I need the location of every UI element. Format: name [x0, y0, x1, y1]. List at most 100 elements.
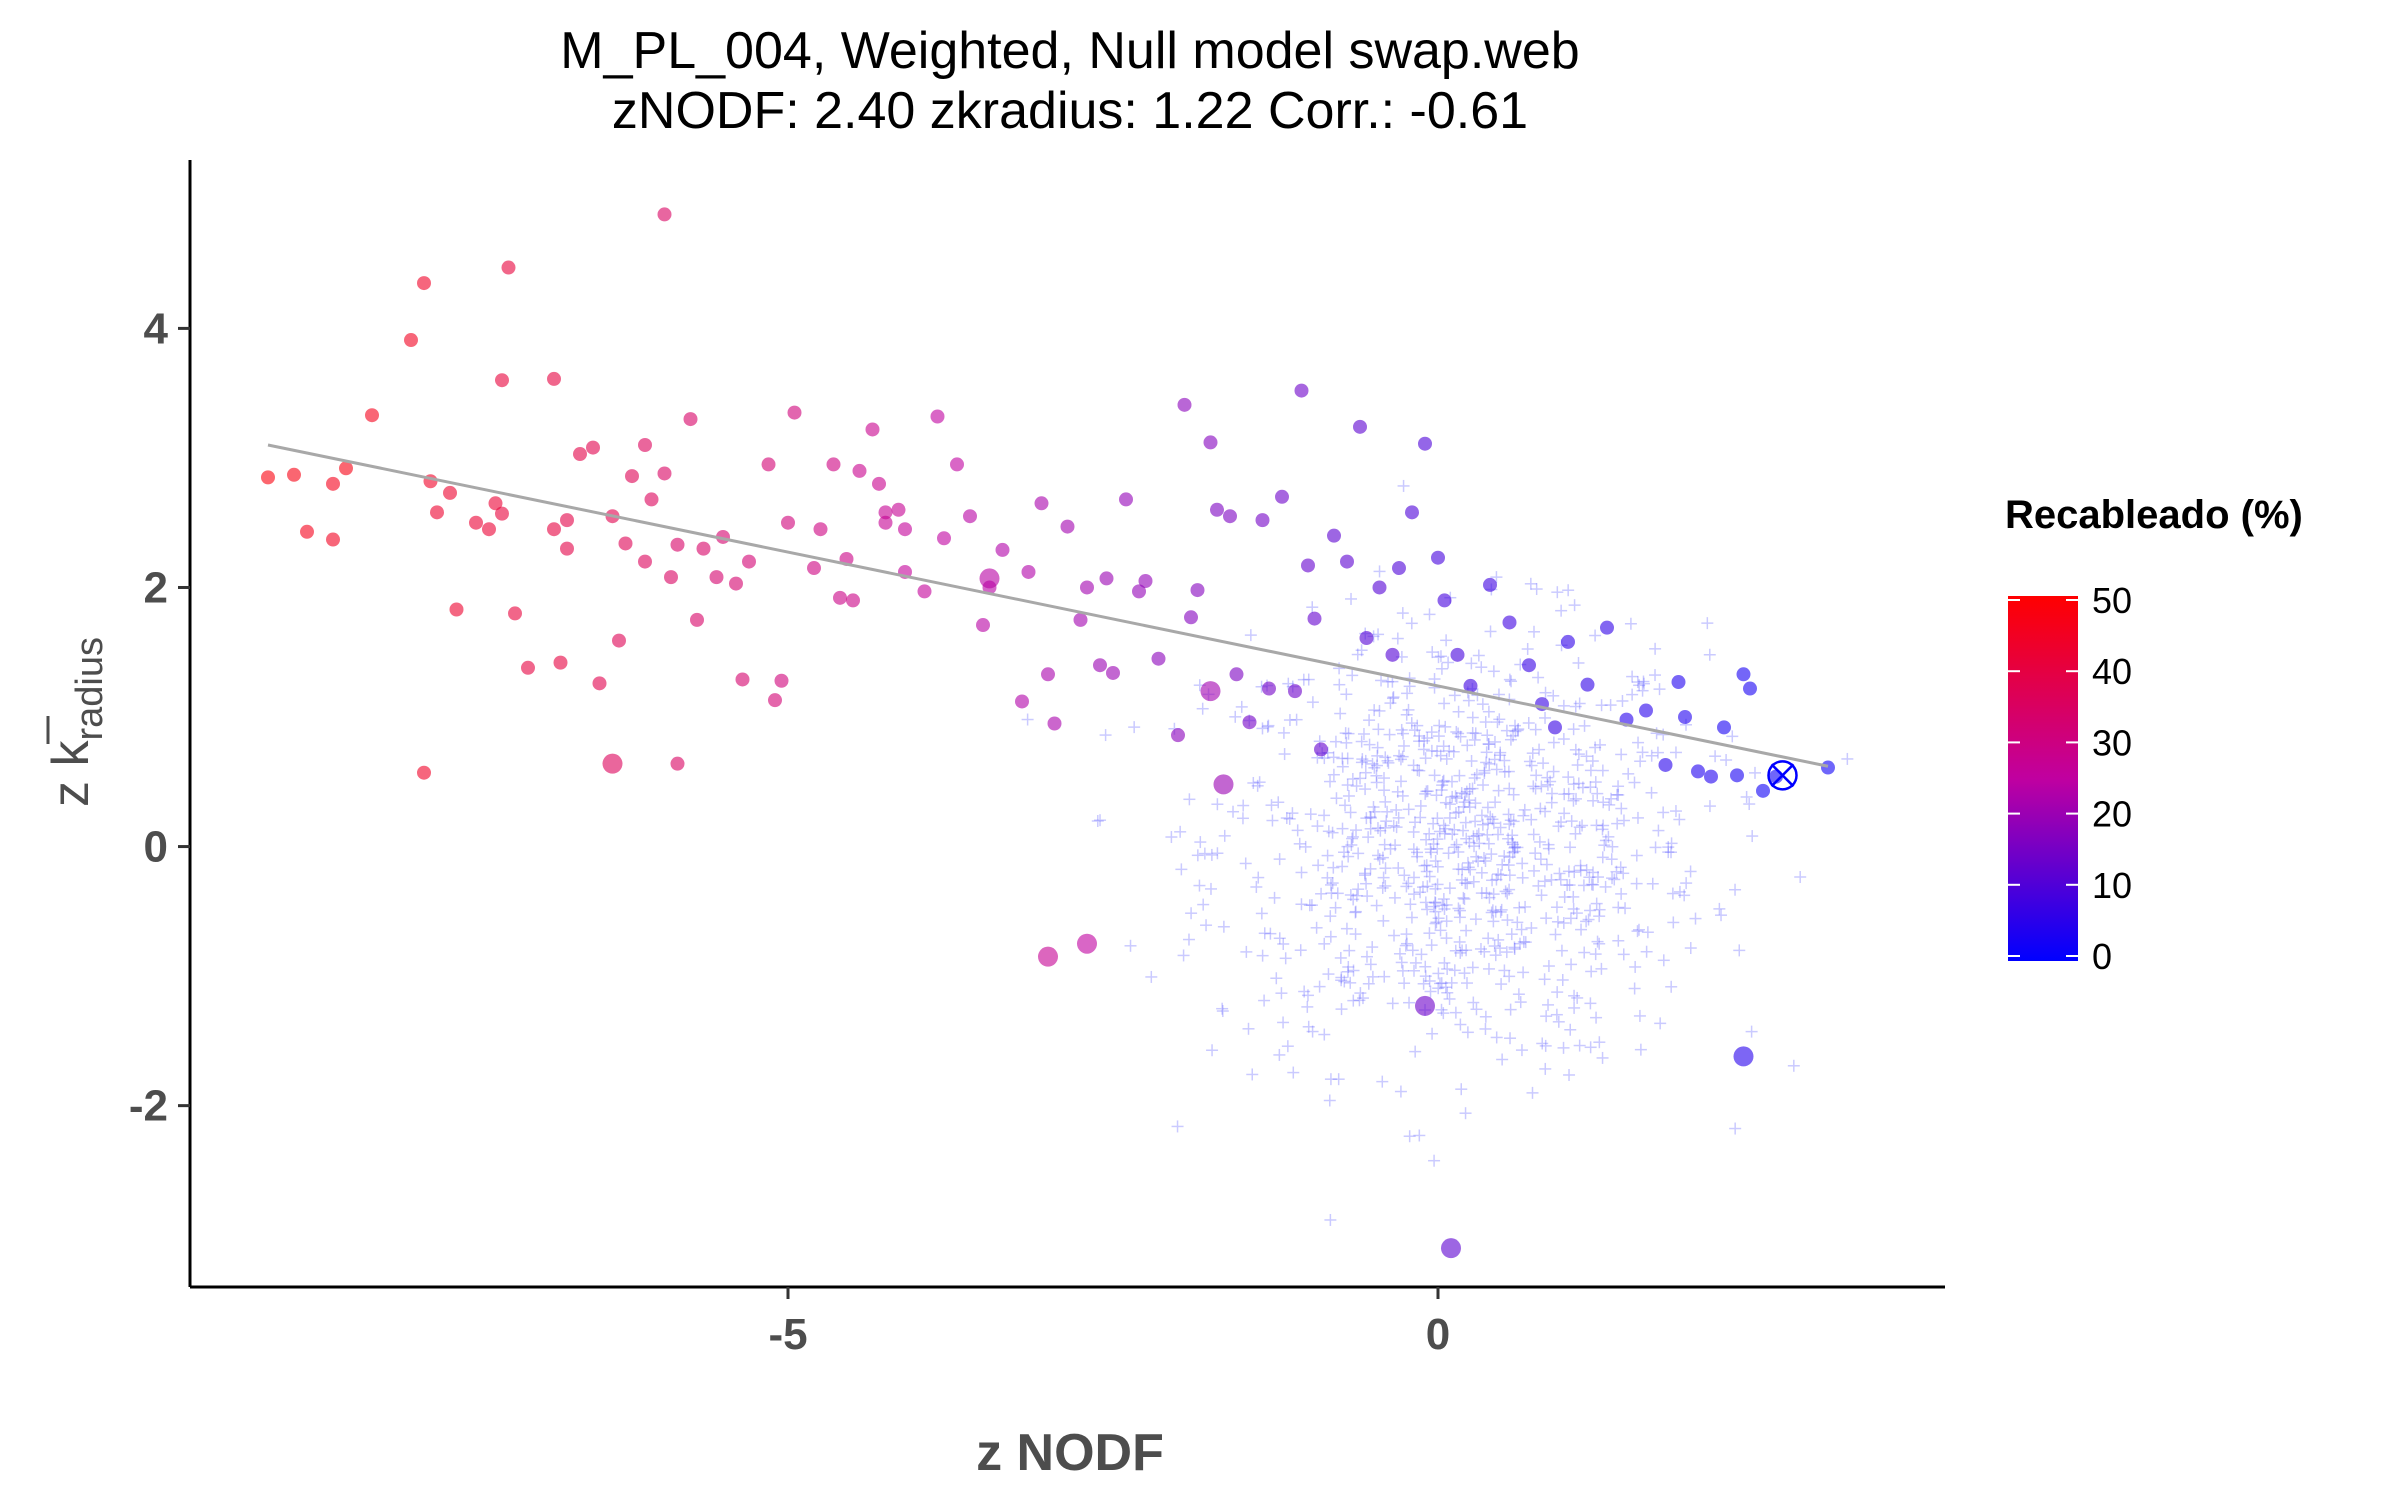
- null-model-marker: [1185, 907, 1198, 920]
- null-model-marker: [1437, 893, 1450, 906]
- null-model-marker: [1196, 702, 1209, 715]
- null-model-marker: [1512, 988, 1525, 1001]
- null-model-marker: [1336, 860, 1349, 873]
- null-model-marker: [1165, 831, 1178, 844]
- null-model-marker: [1377, 914, 1390, 927]
- null-model-marker: [1515, 1044, 1528, 1057]
- null-model-marker: [1266, 814, 1279, 827]
- null-model-marker: [1657, 806, 1670, 819]
- null-model-marker: [1726, 730, 1739, 743]
- null-model-marker: [1335, 971, 1348, 984]
- null-model-marker: [1476, 818, 1489, 831]
- null-model-marker: [1387, 819, 1400, 832]
- null-model-marker: [1283, 812, 1296, 825]
- null-model-marker: [1366, 941, 1379, 954]
- null-model-marker: [1347, 994, 1360, 1007]
- null-model-marker: [1420, 859, 1433, 872]
- data-point: [261, 470, 275, 485]
- null-model-marker: [1303, 899, 1316, 912]
- null-model-marker: [1206, 1044, 1219, 1057]
- null-model-marker: [1571, 991, 1584, 1004]
- null-model-marker: [1340, 688, 1353, 701]
- null-model-marker: [1344, 806, 1357, 819]
- null-model-marker: [1593, 738, 1606, 751]
- data-point: [1730, 768, 1744, 783]
- null-model-marker: [1424, 985, 1437, 998]
- data-point: [602, 753, 623, 774]
- legend-tick-label: 10: [2092, 865, 2132, 906]
- data-point: [1106, 665, 1120, 680]
- null-model-marker: [1499, 885, 1512, 898]
- null-model-marker: [1327, 768, 1340, 781]
- null-model-marker: [1526, 1086, 1539, 1099]
- null-model-marker: [1636, 746, 1649, 759]
- null-model-marker: [1293, 837, 1306, 850]
- null-model-marker: [1448, 689, 1461, 702]
- data-point: [1658, 757, 1673, 772]
- data-point: [1041, 667, 1055, 682]
- null-model-marker: [1572, 656, 1585, 669]
- null-model-marker: [1490, 873, 1503, 886]
- null-model-marker: [1306, 696, 1319, 709]
- null-model-marker: [1394, 753, 1407, 766]
- null-model-marker: [1446, 828, 1459, 841]
- data-point: [1743, 681, 1757, 696]
- data-point: [495, 373, 509, 388]
- data-point: [495, 506, 509, 521]
- regression-line: [267, 443, 1829, 768]
- null-model-marker: [1469, 797, 1482, 810]
- null-model-marker: [1491, 716, 1504, 729]
- null-model-marker: [1508, 841, 1521, 854]
- null-model-marker: [1409, 1045, 1422, 1058]
- data-point: [937, 531, 951, 546]
- null-model-marker: [1341, 840, 1354, 853]
- null-model-marker: [1459, 816, 1472, 829]
- null-model-marker: [1277, 937, 1290, 950]
- null-model-marker: [1458, 796, 1471, 809]
- null-model-marker: [1407, 825, 1420, 838]
- null-model-marker: [1481, 801, 1494, 814]
- null-model-marker: [1370, 759, 1383, 772]
- data-point: [696, 541, 711, 556]
- null-model-marker: [1577, 879, 1590, 892]
- null-model-marker: [1490, 763, 1503, 776]
- null-model-marker: [1596, 823, 1609, 836]
- data-point: [1307, 611, 1322, 626]
- data-point: [657, 466, 672, 481]
- null-model-marker: [1484, 625, 1497, 638]
- null-model-marker: [1264, 927, 1277, 940]
- data-point: [813, 522, 828, 537]
- null-model-marker: [1512, 723, 1525, 736]
- null-model-marker: [1370, 769, 1383, 782]
- null-model-marker: [1262, 719, 1275, 732]
- null-model-marker: [1091, 814, 1104, 827]
- null-model-marker: [1552, 1015, 1565, 1028]
- null-model-marker: [1628, 776, 1641, 789]
- null-model-marker: [1200, 919, 1213, 932]
- observed-point: [1767, 760, 1798, 791]
- data-point: [618, 536, 633, 551]
- null-model-marker: [1516, 871, 1529, 884]
- null-model-marker: [1637, 675, 1650, 688]
- null-model-marker: [1434, 924, 1447, 937]
- null-model-marker: [1489, 949, 1502, 962]
- null-model-marker: [1606, 872, 1619, 885]
- null-model-marker: [1503, 970, 1516, 983]
- null-model-marker: [1603, 798, 1616, 811]
- null-model-marker: [1479, 716, 1492, 729]
- null-model-marker: [1441, 963, 1454, 976]
- null-model-marker: [1573, 1039, 1586, 1052]
- null-model-marker: [1275, 987, 1288, 1000]
- data-point: [1736, 667, 1751, 682]
- null-model-marker: [1709, 750, 1722, 763]
- null-model-marker: [1610, 865, 1623, 878]
- null-model-marker: [1346, 669, 1359, 682]
- null-model-marker: [1490, 571, 1503, 584]
- null-model-marker: [1448, 964, 1461, 977]
- null-model-marker: [1617, 948, 1630, 961]
- null-model-marker: [1370, 899, 1383, 912]
- null-model-marker: [1368, 761, 1381, 774]
- null-model-marker: [1617, 867, 1630, 880]
- null-model-marker: [1340, 736, 1353, 749]
- data-point: [501, 260, 516, 275]
